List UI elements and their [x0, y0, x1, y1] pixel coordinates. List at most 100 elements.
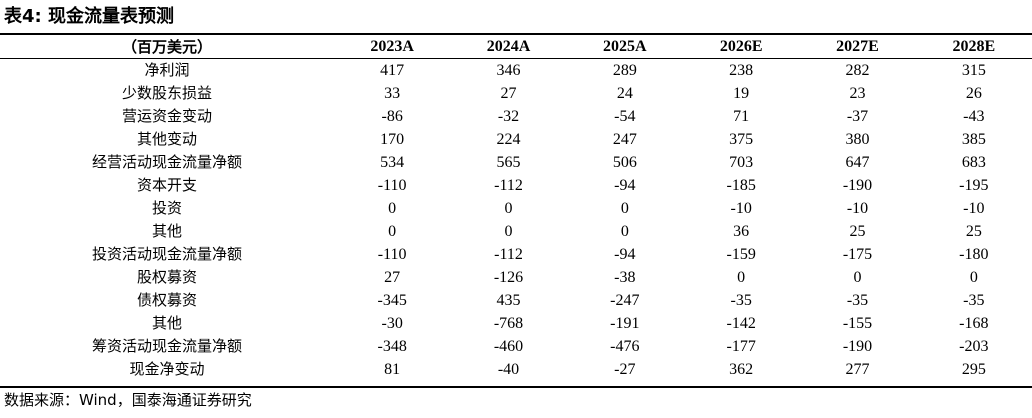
- table-row: 资本开支 -110 -112 -94 -185 -190 -195: [0, 174, 1032, 197]
- source-note: 数据来源：Wind，国泰海通证券研究: [4, 391, 252, 409]
- value-cell: -38: [614, 269, 636, 286]
- value-cell: 0: [388, 223, 397, 240]
- value-cell: 0: [853, 269, 862, 286]
- value-cell: 380: [845, 131, 870, 148]
- value-cell: 0: [620, 223, 629, 240]
- table-row: 投资 0 0 0 -10 -10 -10: [0, 197, 1032, 220]
- value-cell: -177: [726, 338, 756, 355]
- row-label: 现金净变动: [129, 360, 205, 378]
- value-cell: -142: [726, 315, 756, 332]
- value-cell: -10: [846, 200, 869, 217]
- value-cell: -185: [726, 177, 756, 194]
- value-cell: -30: [381, 315, 403, 332]
- value-cell: -175: [842, 246, 873, 263]
- value-cell: 25: [965, 223, 982, 240]
- table-row: 筹资活动现金流量净额 -348 -460 -476 -177 -190 -203: [0, 335, 1032, 358]
- value-cell: -112: [494, 246, 523, 263]
- value-cell: 25: [849, 223, 866, 240]
- value-cell: 23: [849, 85, 866, 102]
- value-cell: 81: [384, 361, 401, 378]
- value-cell: -110: [377, 177, 407, 194]
- value-cell: 683: [961, 154, 986, 171]
- row-label: 净利润: [144, 61, 190, 79]
- row-label: 筹资活动现金流量净额: [91, 337, 242, 355]
- row-label: 投资活动现金流量净额: [91, 245, 242, 263]
- value-cell: -35: [846, 292, 869, 309]
- table-row: 净利润 417 346 289 238 282 315: [0, 59, 1032, 83]
- value-cell: 19: [733, 85, 750, 102]
- unit-header: （百万美元）: [0, 35, 334, 59]
- value-cell: -348: [377, 338, 407, 355]
- value-cell: -159: [726, 246, 756, 263]
- value-cell: -190: [842, 338, 873, 355]
- year-header: 2023A: [334, 35, 451, 59]
- value-cell: -86: [381, 108, 403, 125]
- value-cell: -190: [842, 177, 873, 194]
- value-cell: -27: [614, 361, 636, 378]
- row-label: 债权募资: [136, 291, 197, 309]
- value-cell: 0: [388, 200, 397, 217]
- value-cell: -54: [614, 108, 636, 125]
- value-cell: -155: [842, 315, 873, 332]
- value-cell: -35: [730, 292, 752, 309]
- value-cell: -195: [959, 177, 989, 194]
- row-label: 其他变动: [136, 130, 197, 148]
- row-label: 经营活动现金流量净额: [91, 153, 242, 171]
- value-cell: 33: [384, 85, 401, 102]
- row-label: 其他: [151, 314, 182, 332]
- value-cell: 703: [729, 154, 754, 171]
- value-cell: 506: [612, 154, 637, 171]
- value-cell: 435: [496, 292, 521, 309]
- table-row: 债权募资 -345 435 -247 -35 -35 -35: [0, 289, 1032, 312]
- value-cell: 534: [380, 154, 405, 171]
- table-row: 投资活动现金流量净额 -110 -112 -94 -159 -175 -180: [0, 243, 1032, 266]
- value-cell: -203: [959, 338, 989, 355]
- value-cell: -345: [377, 292, 407, 309]
- value-cell: 417: [380, 62, 405, 79]
- table-row: 少数股东损益 33 27 24 19 23 26: [0, 82, 1032, 105]
- row-label: 营运资金变动: [121, 107, 212, 125]
- table-title: 表4: 现金流量表预测: [4, 6, 174, 27]
- value-cell: -94: [614, 177, 636, 194]
- row-label: 投资: [151, 199, 182, 217]
- table-row: 经营活动现金流量净额 534 565 506 703 647 683: [0, 151, 1032, 174]
- value-cell: -10: [730, 200, 752, 217]
- value-cell: 238: [729, 62, 754, 79]
- value-cell: 0: [620, 200, 629, 217]
- value-cell: 375: [729, 131, 754, 148]
- year-header: 2025A: [566, 35, 683, 59]
- value-cell: 27: [384, 269, 401, 286]
- value-cell: 0: [504, 223, 513, 240]
- value-cell: 0: [969, 269, 978, 286]
- value-cell: 565: [496, 154, 521, 171]
- value-cell: 170: [380, 131, 405, 148]
- value-cell: -180: [959, 246, 989, 263]
- value-cell: 24: [616, 85, 633, 102]
- table-row: 营运资金变动 -86 -32 -54 71 -37 -43: [0, 105, 1032, 128]
- value-cell: -37: [846, 108, 869, 125]
- value-cell: -32: [497, 108, 520, 125]
- header-row: （百万美元） 2023A 2024A 2025A 2026E 2027E 202…: [0, 35, 1032, 59]
- value-cell: 385: [961, 131, 986, 148]
- value-cell: 346: [496, 62, 521, 79]
- value-cell: -10: [963, 200, 985, 217]
- value-cell: 277: [845, 361, 870, 378]
- year-header: 2027E: [799, 35, 916, 59]
- value-cell: -476: [610, 338, 640, 355]
- value-cell: -460: [493, 338, 524, 355]
- row-label: 股权募资: [136, 268, 197, 286]
- value-cell: 647: [845, 154, 870, 171]
- table-row: 股权募资 27 -126 -38 0 0 0: [0, 266, 1032, 289]
- value-cell: -40: [497, 361, 520, 378]
- value-cell: -191: [610, 315, 640, 332]
- value-cell: 247: [612, 131, 637, 148]
- value-cell: -126: [493, 269, 524, 286]
- value-cell: -247: [610, 292, 640, 309]
- row-label: 少数股东损益: [121, 84, 212, 102]
- year-header: 2028E: [915, 35, 1032, 59]
- value-cell: 26: [965, 85, 982, 102]
- value-cell: 289: [612, 62, 637, 79]
- table-row: 其他变动 170 224 247 375 380 385: [0, 128, 1032, 151]
- value-cell: -168: [959, 315, 989, 332]
- value-cell: -94: [614, 246, 636, 263]
